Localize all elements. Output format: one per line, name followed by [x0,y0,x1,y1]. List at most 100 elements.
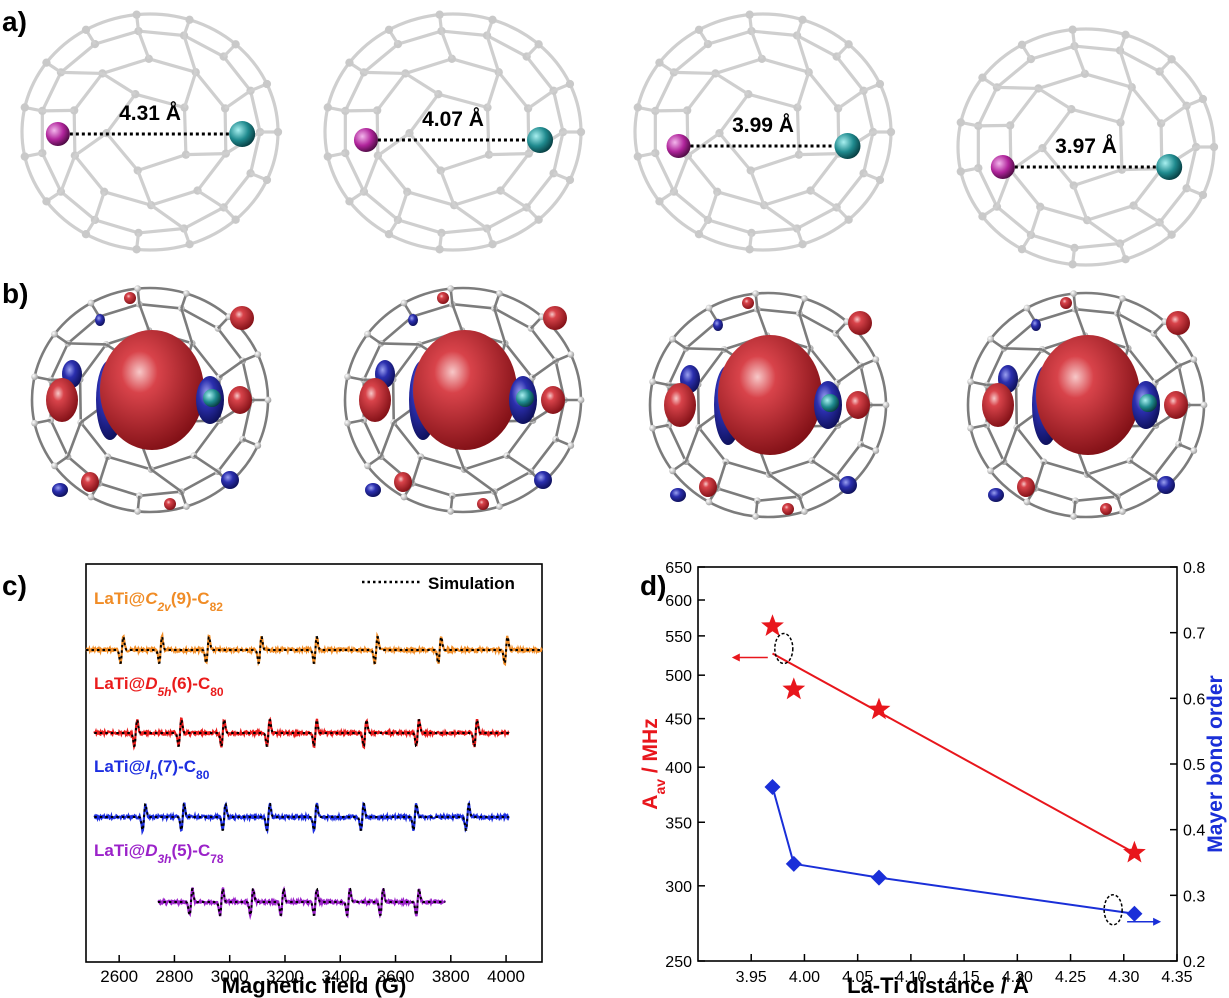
epr-series-label: LaTi@D3h(5)-C78 [94,841,224,866]
bond-order-y-tick-label: 0.2 [1183,954,1205,971]
spin-carbon-atom [1190,447,1198,454]
spin-cage-bond [193,454,219,473]
structure-cage-bond [73,131,108,157]
structure-cage-bond [1086,218,1121,245]
spin-carbon-atom [705,498,713,506]
spin-carbon-atom [1023,498,1031,506]
structure-carbon-atom [1068,260,1077,269]
structure-carbon-atom [1068,25,1077,34]
positive-spin-lobe [1060,297,1072,309]
structure-carbon-atom [42,197,51,206]
epr-series-label: LaTi@Ih(7)-C80 [94,757,210,782]
structure-carbon-atom [534,40,543,49]
structure-cage-bond [453,203,488,230]
positive-spin-lobe [81,472,99,492]
spin-carbon-atom [1070,290,1078,297]
structure-carbon-atom [633,103,642,112]
structure-cage-bond [60,70,103,76]
structure-carbon-atom [1167,230,1176,239]
la-atom [353,128,378,152]
positive-spin-lobe [1166,311,1190,335]
structure-cage-bond [655,108,688,113]
structure-cage-bond [345,108,378,113]
structure-cage-bond [714,72,750,96]
la-atom [45,122,70,146]
structure-cage-bond [1118,50,1134,88]
structure-carbon-atom [488,240,497,249]
spin-carbon-atom [577,396,585,404]
structure-carbon-atom [185,240,194,249]
structure-cage-ring [717,92,801,173]
structure-cage-bond [42,108,75,113]
spin-carbon-atom [447,285,455,292]
spin-cage-bond [1034,461,1046,489]
structure-cage-ring [976,44,1198,250]
hyperfine-point [867,697,891,720]
positive-spin-lobe [848,311,872,335]
spin-cage-bond [768,473,801,498]
positive-spin-lobe [413,330,517,450]
structure-carbon-atom [655,197,664,206]
spin-cage-bond [684,426,700,463]
structure-cage-bond [363,70,406,76]
structure-carbon-atom [81,25,91,34]
structure-carbon-atom [844,40,853,49]
spin-carbon-atom [987,467,994,475]
structure-cage-ring [104,92,188,173]
structure-cage-bond [93,191,106,221]
structure-carbon-atom [323,152,332,161]
structure-cage-bond [1029,206,1042,236]
positive-spin-lobe [541,386,565,414]
positive-spin-lobe [664,383,696,427]
negative-spin-lobe [713,319,723,331]
positive-spin-lobe [543,306,567,330]
structure-cage-bond [795,35,811,73]
structure-cage-bond [1037,87,1073,111]
spin-cage-bond [798,313,812,349]
structure-carbon-atom [875,175,885,185]
epr-x-tick-label: 3200 [266,967,304,986]
bond-order-y-tick-label: 0.4 [1183,823,1205,840]
hyperfine-point [761,614,784,636]
spin-carbon-atom [752,513,760,520]
hyperfine-fit-line [772,652,1135,854]
structure-carbon-atom [1070,243,1079,253]
structure-cage-3 [956,25,1219,269]
structure-carbon-atom [262,175,272,185]
hyperfine-y-tick-label: 350 [665,815,692,832]
structure-carbon-atom [565,79,575,89]
structure-cage-bond [749,169,766,206]
bond-order-point [785,855,802,872]
correlation-x-tick-label: 4.20 [1002,969,1033,986]
structure-cage-bond [763,203,798,230]
spin-carbon-atom [801,295,808,302]
structure-carbon-atom [1006,121,1015,130]
spin-carbon-atom [254,351,262,358]
structure-cage-bond [527,89,555,110]
structure-carbon-atom [651,148,660,158]
bond-order-line [771,786,1135,915]
positive-spin-lobe [1164,391,1188,419]
structure-cage-bond [185,152,226,157]
structure-cage-ring [72,57,228,207]
spin-carbon-atom [1190,356,1198,363]
positive-spin-lobe [742,297,754,309]
structure-carbon-atom [1017,40,1027,49]
spin-carbon-atom [567,442,575,449]
spin-carbon-atom [801,508,808,515]
epr-series-0 [85,631,543,667]
spin-carbon-atom [872,447,880,454]
structure-carbon-atom [20,103,29,112]
epr-x-axis-label: Magnetic field (G) [222,973,407,998]
distance-label: 4.07 Å [422,107,484,131]
spin-carbon-atom [31,419,38,427]
negative-spin-lobe [670,488,686,502]
positive-spin-lobe [1100,503,1112,515]
ti-atom [527,127,554,153]
spin-carbon-atom [87,493,95,501]
panel-b-spin-density [30,285,1208,520]
spin-cage-bond [411,456,423,484]
distance-label: 4.31 Å [119,101,181,125]
positive-spin-lobe [164,498,176,510]
hyperfine-axis-marker [774,632,794,665]
